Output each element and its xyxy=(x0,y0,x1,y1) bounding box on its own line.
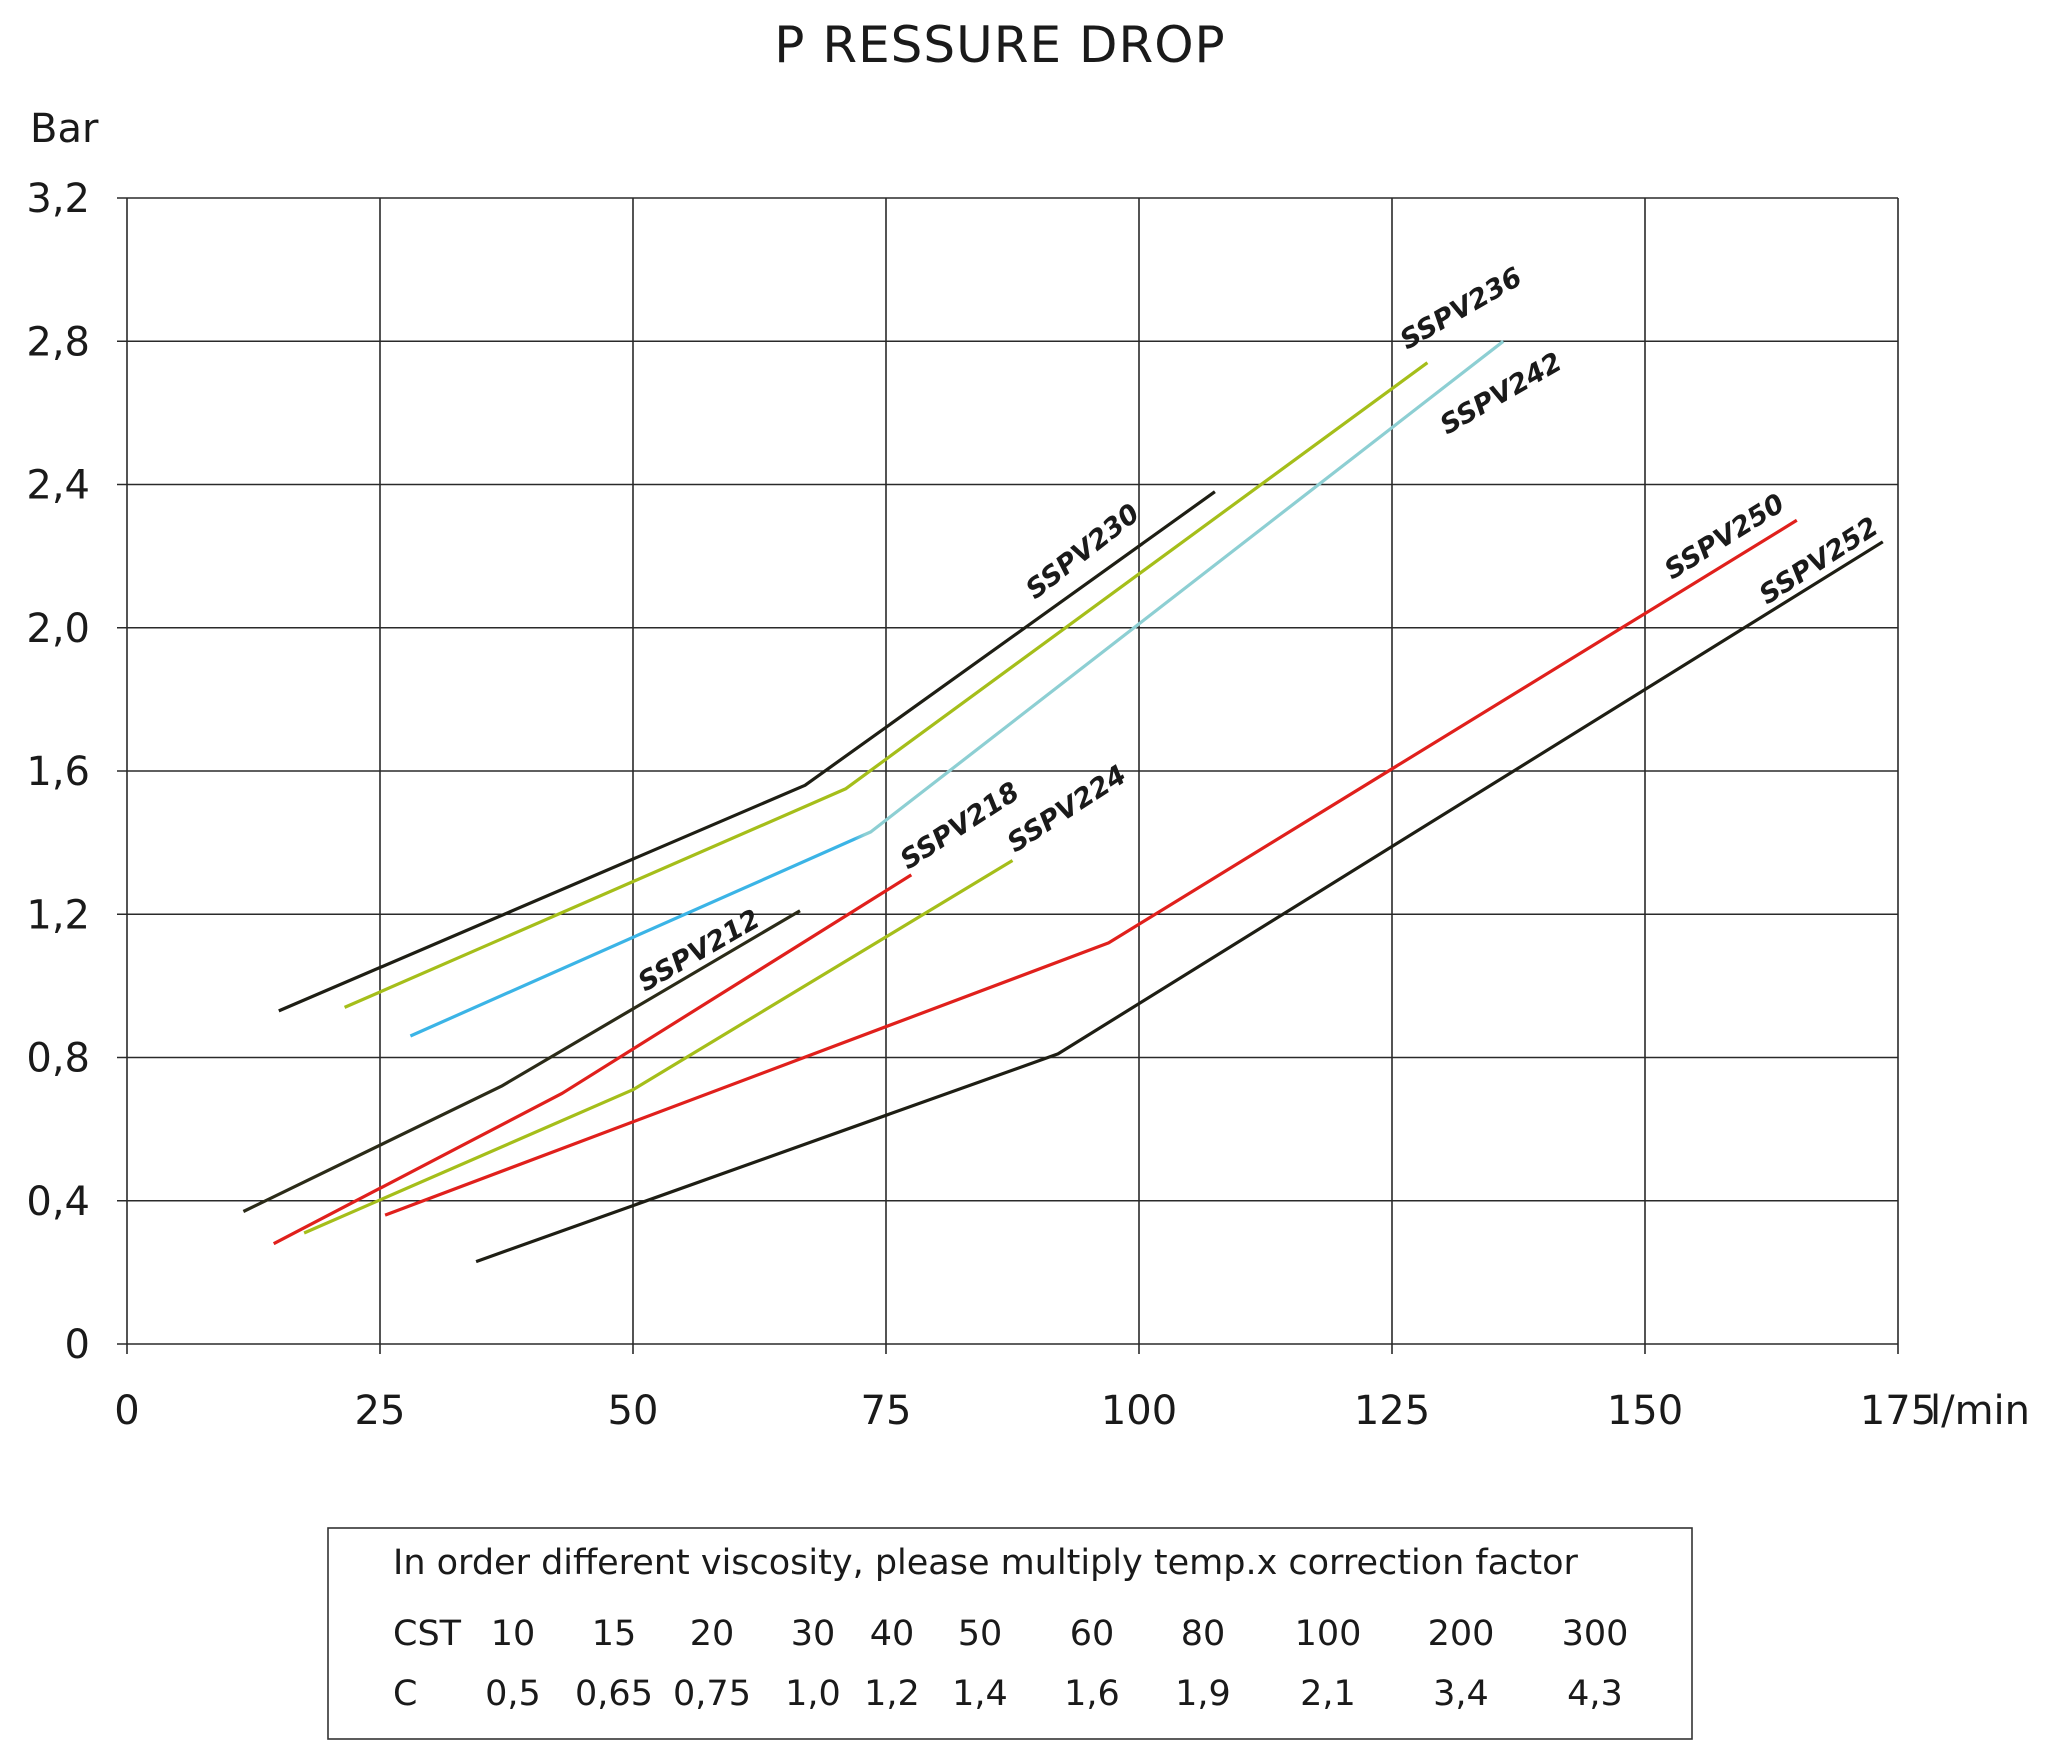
label-sspv242: SSPV242 xyxy=(1435,347,1567,441)
cst-value: 40 xyxy=(870,1614,915,1654)
grid-lines xyxy=(117,197,1899,1354)
y-tick-label: 1,2 xyxy=(26,892,90,938)
series-line-sspv252 xyxy=(475,540,1884,1264)
label-sspv212: SSPV212 xyxy=(633,904,765,998)
cst-value: 50 xyxy=(958,1614,1003,1654)
c-value: 1,9 xyxy=(1175,1674,1231,1714)
c-value: 1,4 xyxy=(952,1674,1008,1714)
cst-value: 15 xyxy=(592,1614,637,1654)
y-tick-label: 3,2 xyxy=(26,176,90,222)
cst-value: 200 xyxy=(1428,1614,1495,1654)
series-line-sspv242 xyxy=(409,340,1505,1038)
cst-value: 300 xyxy=(1562,1614,1629,1654)
label-sspv218: SSPV218 xyxy=(895,776,1025,876)
viscosity-table-box xyxy=(327,1527,1693,1740)
c-value: 1,0 xyxy=(785,1674,841,1714)
series-line-sspv212 xyxy=(242,909,801,1213)
x-tick-labels: 0 25 50 75 100 125 150 175 xyxy=(114,1388,1936,1434)
cst-value: 80 xyxy=(1181,1614,1226,1654)
series-line-sspv236 xyxy=(343,361,1429,1009)
c-value: 2,1 xyxy=(1300,1674,1356,1714)
cst-value: 10 xyxy=(491,1614,536,1654)
cst-value: 30 xyxy=(791,1614,836,1654)
cst-value: 100 xyxy=(1295,1614,1362,1654)
y-axis-label: Bar xyxy=(30,106,99,152)
viscosity-heading: In order different viscosity, please mul… xyxy=(393,1543,1579,1583)
series-labels: SSPV212 SSPV218 SSPV224 SSPV230 SSPV236 … xyxy=(633,262,1884,998)
y-tick-label: 0 xyxy=(65,1322,90,1368)
y-tick-label: 2,4 xyxy=(26,463,90,509)
c-value: 0,75 xyxy=(673,1674,751,1714)
series-line-sspv218 xyxy=(272,873,913,1246)
y-tick-label: 2,8 xyxy=(26,319,90,365)
y-tick-label: 2,0 xyxy=(26,606,90,652)
x-tick-label: 125 xyxy=(1354,1388,1430,1434)
x-tick-label: 175 xyxy=(1860,1388,1936,1434)
x-tick-label: 75 xyxy=(861,1388,912,1434)
y-tick-labels: 0 0,4 0,8 1,2 1,6 2,0 2,4 2,8 3,2 xyxy=(26,176,90,1368)
c-value: 3,4 xyxy=(1433,1674,1489,1714)
c-value: 1,2 xyxy=(864,1674,920,1714)
label-sspv224: SSPV224 xyxy=(1002,759,1132,859)
series-line-sspv250 xyxy=(384,518,1798,1217)
label-sspv252: SSPV252 xyxy=(1754,511,1884,611)
c-value: 4,3 xyxy=(1567,1674,1623,1714)
c-value: 0,65 xyxy=(575,1674,653,1714)
c-value: 1,6 xyxy=(1064,1674,1120,1714)
series-line-sspv224 xyxy=(303,859,1014,1235)
x-tick-label: 25 xyxy=(355,1388,406,1434)
x-tick-label: 150 xyxy=(1607,1388,1683,1434)
x-tick-label: 100 xyxy=(1101,1388,1177,1434)
x-axis-label: l/min xyxy=(1930,1388,2030,1434)
series-lines xyxy=(242,340,1884,1264)
chart-title: P RESSURE DROP xyxy=(774,16,1225,74)
x-tick-label: 50 xyxy=(608,1388,659,1434)
y-tick-label: 1,6 xyxy=(26,749,90,795)
x-tick-label: 0 xyxy=(114,1388,139,1434)
cst-value: 20 xyxy=(690,1614,735,1654)
cst-value: 60 xyxy=(1070,1614,1115,1654)
y-tick-label: 0,4 xyxy=(26,1179,90,1225)
c-value: 0,5 xyxy=(485,1674,541,1714)
viscosity-cst-values: 10 15 20 30 40 50 60 80 100 200 300 xyxy=(491,1614,1629,1654)
viscosity-row1-label: CST xyxy=(393,1614,462,1654)
viscosity-c-values: 0,5 0,65 0,75 1,0 1,2 1,4 1,6 1,9 2,1 3,4 4,3 xyxy=(485,1674,1623,1714)
y-tick-label: 0,8 xyxy=(26,1036,90,1082)
label-sspv230: SSPV230 xyxy=(1020,498,1145,606)
viscosity-row2-label: C xyxy=(393,1674,417,1714)
series-line-sspv230 xyxy=(278,490,1216,1013)
